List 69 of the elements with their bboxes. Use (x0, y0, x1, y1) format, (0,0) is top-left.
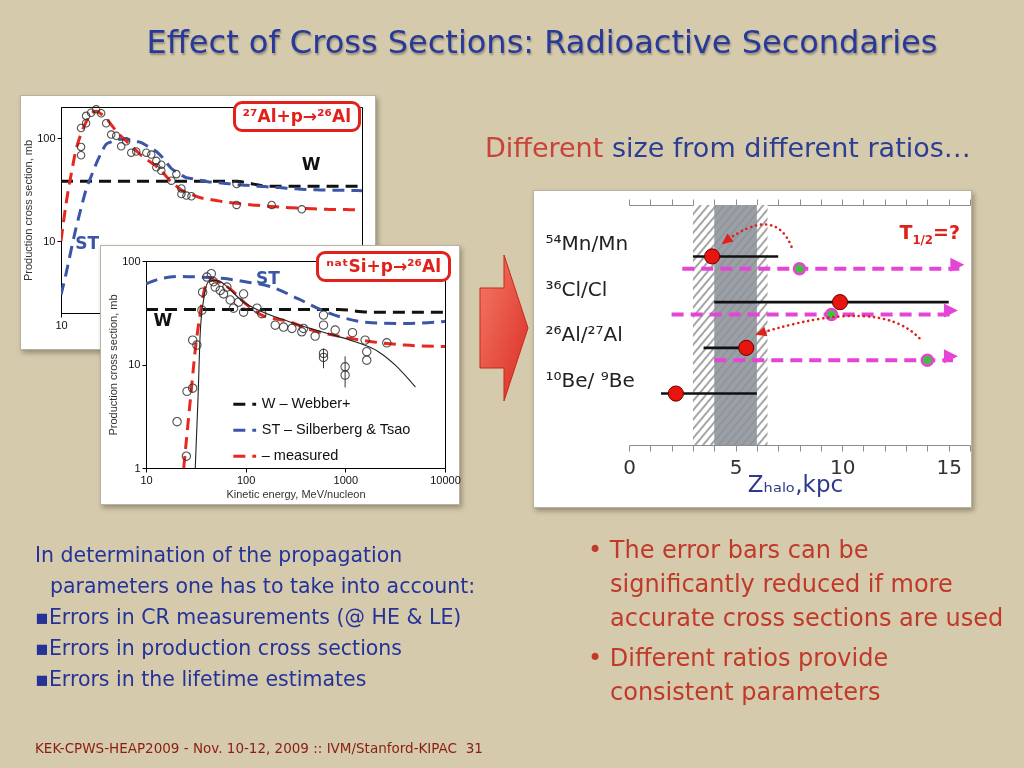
point (76, 123, 86, 133)
point (91, 105, 101, 114)
point (232, 200, 241, 210)
point (131, 147, 141, 156)
point (106, 130, 116, 139)
text: ▪Errors in production cross sections (35, 635, 403, 662)
point (116, 142, 126, 151)
y-tick-label: ¹⁰Be/ ⁹Be (545, 368, 635, 393)
rounded-frame: ⁿᵃᵗSi+p→²⁶Al (316, 251, 451, 283)
legend-label: ST – Silberberg & Tsao (261, 421, 411, 438)
text: ▪Errors in the lifetime estimates (35, 666, 367, 693)
x-tick-label: 15 (936, 454, 962, 479)
y-tick-label: ⁵⁴Mn/Mn (545, 230, 629, 255)
point (152, 163, 161, 172)
legend-label: W – Webber+ (261, 395, 351, 412)
text: • The error bars can be significantly reduced if more accurate cross sections are used (588, 535, 1005, 634)
point (177, 189, 186, 199)
annotation: W (301, 154, 321, 175)
point (111, 131, 121, 141)
x-tick-label: 10 (140, 473, 153, 486)
text: ▪Errors in CR measurements (@ HE & LE) (35, 604, 462, 631)
x-tick-label: 0 (623, 454, 636, 479)
point (142, 148, 151, 157)
point (81, 111, 91, 121)
x-tick-label: 10000 (430, 473, 461, 486)
annotation: ST (75, 233, 100, 254)
point (121, 137, 131, 146)
y-tick-label: ³⁶Cl/Cl (545, 276, 608, 301)
chart-title: ⁿᵃᵗSi+p→²⁶Al (326, 256, 441, 276)
point (76, 151, 86, 160)
point (182, 191, 191, 200)
point (167, 176, 176, 185)
point (267, 200, 276, 210)
y-tick-label: 10 (128, 358, 141, 370)
point (172, 169, 181, 179)
y-axis-title: Production cross section, mb (107, 294, 120, 436)
annotation: ST (255, 267, 280, 288)
legend-label: – measured (261, 447, 339, 464)
text: • Different ratios provide consistent parameters (588, 643, 890, 708)
y-tick-label: 100 (122, 254, 141, 267)
point (101, 119, 111, 128)
text: In determination of the propagation parameters one has to take into account: (35, 542, 477, 600)
x-axis-title: Kinetic energy, MeV/nucleon (226, 487, 366, 500)
point (187, 191, 196, 201)
point (86, 108, 96, 117)
point (76, 142, 86, 152)
y-tick-label: 1 (134, 461, 141, 474)
x-tick-label: 100 (236, 473, 256, 486)
text: KEK-CPWS-HEAP2009 - Nov. 10-12, 2009 :: IVM/Stanford-KIPAC 31 (35, 739, 483, 757)
point (297, 205, 307, 214)
point (96, 108, 106, 118)
chart-title: ²⁷Al+p→²⁶Al (242, 106, 351, 126)
point (152, 156, 161, 166)
y-axis-title: Production cross section, mb (22, 139, 35, 282)
rounded-frame: ²⁷Al+p→²⁶Al (232, 101, 361, 133)
text: Effect of Cross Sections: Radioactive Secondaries (146, 23, 938, 61)
y-tick-label: ²⁶Al/²⁷Al (545, 322, 623, 347)
x-tick-label: 1000 (333, 473, 359, 486)
x-tick-label: 5 (729, 454, 743, 479)
point (157, 160, 166, 169)
point (157, 166, 166, 176)
annotation: T$_{1/2}$=? (899, 221, 960, 247)
point (147, 150, 156, 159)
point (232, 179, 241, 189)
annotation: W (153, 309, 173, 330)
point (126, 148, 136, 157)
point (177, 184, 186, 193)
point (81, 119, 91, 128)
chart-title: Different size from different ratios… (485, 132, 971, 163)
